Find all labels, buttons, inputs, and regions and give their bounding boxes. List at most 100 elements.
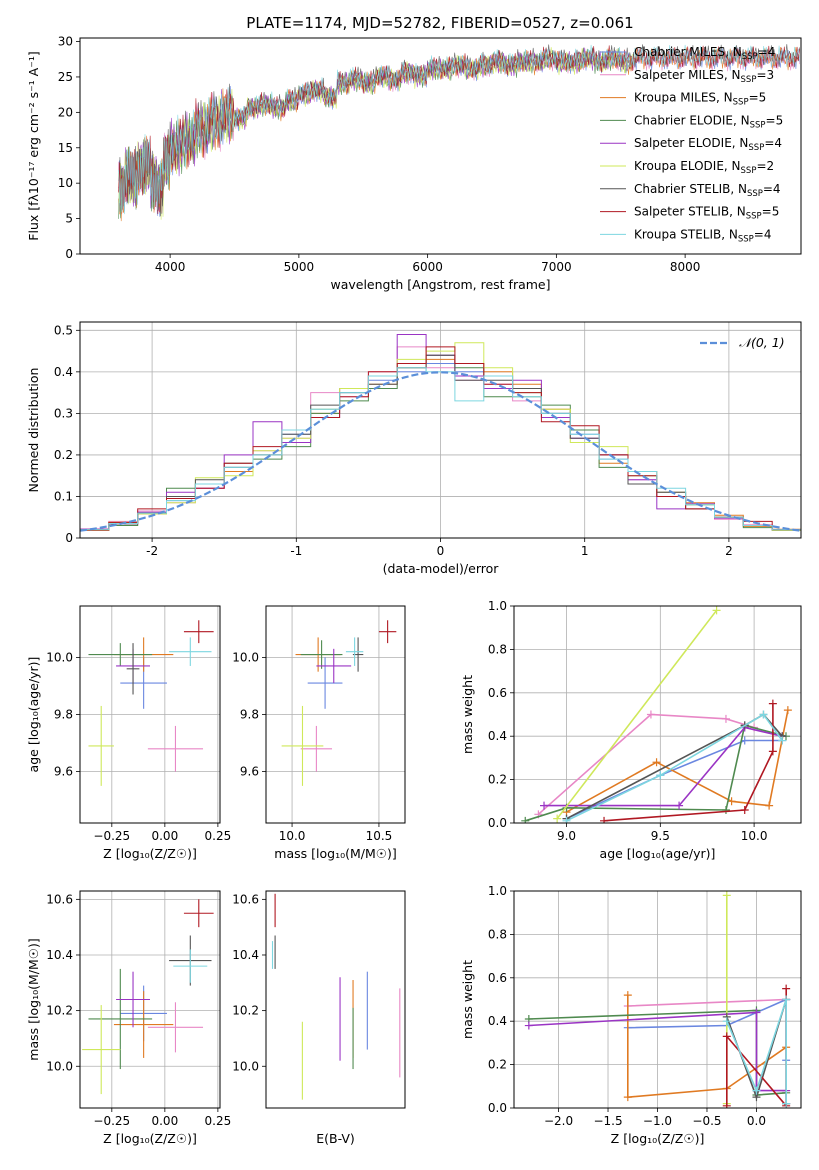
plus-marker — [722, 1032, 731, 1041]
plus-marker — [727, 797, 736, 806]
plus-marker — [782, 1099, 791, 1108]
x-tick-label: 0.00 — [151, 1114, 178, 1128]
y-axis-label: Flux [fλ10⁻¹⁷ erg cm⁻² s⁻¹ A⁻¹] — [26, 51, 41, 240]
y-tick-label: 0.4 — [488, 1014, 507, 1028]
y-tick-label: 0.0 — [488, 816, 507, 830]
x-tick-label: −0.25 — [93, 1114, 130, 1128]
y-tick-label: 10.4 — [46, 948, 73, 962]
x-axis-label: (data-model)/error — [383, 561, 500, 576]
y-tick-label: 10.0 — [232, 650, 259, 664]
plot-area — [521, 606, 792, 823]
plus-marker — [722, 1101, 731, 1108]
plus-marker — [782, 984, 791, 993]
x-axis-label: wavelength [Angstrom, rest frame] — [330, 277, 550, 292]
x-tick-label: 0.0 — [747, 1114, 766, 1128]
y-tick-label: 0.4 — [54, 365, 73, 379]
panel-massweight-vs-Z: −2.0 −1.5 −1.0 −0.5 0.0 0.0 0.2 0.4 0.6 0.8 1.0 Z [… — [460, 884, 802, 1146]
plot-frame — [79, 37, 802, 255]
histogram-step — [80, 367, 801, 538]
y-tick-label: 10.6 — [232, 892, 259, 906]
plus-marker — [768, 747, 777, 756]
plus-marker — [740, 805, 749, 814]
plus-marker — [562, 816, 571, 823]
y-tick-label: 0.2 — [488, 773, 507, 787]
plus-marker — [721, 714, 730, 723]
x-tick-label: 8000 — [670, 260, 701, 274]
y-tick-label: 25 — [58, 70, 73, 84]
y-tick-label: 0.4 — [488, 729, 507, 743]
y-tick-label: 0.2 — [54, 448, 73, 462]
y-tick-label: 0 — [65, 247, 73, 261]
x-axis-label: Z [log₁₀(Z/Z☉)] — [103, 1131, 197, 1146]
mass-weight-line — [566, 739, 783, 820]
plot-frame — [265, 605, 406, 824]
y-tick-label: 0.8 — [488, 642, 507, 656]
panel-residuals: -2 -1 0 1 2 0 0.1 0.2 0.3 0.4 0.5 (data-model)/erro… — [26, 321, 802, 576]
y-tick-label: 9.8 — [54, 708, 73, 722]
plus-marker — [524, 1021, 533, 1030]
y-tick-label: 0.2 — [488, 1058, 507, 1072]
y-axis-label: mass weight — [460, 675, 475, 754]
x-tick-label: −1.5 — [593, 1114, 622, 1128]
spectrum-line — [118, 44, 800, 215]
plot-area — [82, 899, 214, 1095]
x-tick-label: 0.25 — [205, 1114, 232, 1128]
y-tick-label: 10 — [58, 176, 73, 190]
plus-marker — [600, 816, 609, 823]
gaussian-curve — [80, 371, 801, 532]
y-tick-label: 15 — [58, 141, 73, 155]
panel-age-vs-Z: −0.25 0.00 0.25 9.6 9.8 10.0 Z [log₁₀(Z/Z☉)] ag… — [26, 605, 231, 861]
mass-weight-line — [537, 713, 755, 815]
plus-marker — [765, 801, 774, 810]
y-tick-label: 9.8 — [240, 708, 259, 722]
x-tick-label: 0 — [437, 544, 445, 558]
y-tick-label: 10.2 — [46, 1004, 73, 1018]
legend-label: Chabrier MILES, NSSP=4 — [634, 45, 775, 62]
plot-area — [524, 891, 791, 1108]
x-tick-label: 0.00 — [151, 829, 178, 843]
y-tick-label: 0 — [65, 531, 73, 545]
x-tick-label: 9.0 — [557, 829, 576, 843]
y-tick-label: 0.5 — [54, 323, 73, 337]
plus-marker — [652, 758, 661, 767]
plot-frame — [513, 605, 802, 824]
x-axis-label: mass [log₁₀(M/M☉)] — [274, 846, 396, 861]
y-tick-label: 0.6 — [488, 971, 507, 985]
plus-marker — [782, 995, 791, 1004]
plus-marker — [722, 1017, 731, 1026]
panel-spectrum: 4000 5000 6000 7000 8000 0 5 10 15 20 25 30 waveleng… — [26, 35, 802, 292]
plot-frame — [265, 890, 406, 1109]
plot-area — [281, 620, 397, 786]
x-tick-label: 1 — [581, 544, 589, 558]
panel-massweight-vs-age: 9.0 9.5 10.0 0.0 0.2 0.4 0.6 0.8 1.0 age [log₁₀(a… — [460, 599, 802, 861]
mass-weight-line — [566, 713, 783, 822]
plus-marker — [752, 1008, 761, 1017]
plus-marker — [759, 710, 768, 719]
y-tick-label: 10.0 — [46, 650, 73, 664]
x-axis-label: age [log₁₀(age/yr)] — [600, 846, 716, 861]
plot-frame — [513, 890, 802, 1109]
panel-age-vs-mass: 10.0 10.5 9.6 9.8 10.0 mass [log₁₀(M/M☉)] — [232, 605, 406, 861]
plus-marker — [553, 814, 562, 823]
y-tick-label: 1.0 — [488, 884, 507, 898]
spectrum-line — [118, 45, 800, 215]
x-tick-label: -1 — [290, 544, 302, 558]
plus-marker — [521, 816, 530, 823]
plus-marker — [768, 699, 777, 708]
y-axis-label: age [log₁₀(age/yr)] — [26, 657, 41, 773]
legend-label: Chabrier ELODIE, NSSP=5 — [634, 113, 783, 130]
plus-marker — [778, 736, 787, 745]
mass-weight-line — [544, 726, 783, 807]
y-tick-label: 10.0 — [46, 1059, 73, 1073]
plus-marker — [656, 771, 665, 780]
y-tick-label: 10.0 — [232, 1059, 259, 1073]
x-tick-label: -2 — [146, 544, 158, 558]
y-tick-label: 0.6 — [488, 686, 507, 700]
x-tick-label: 7000 — [541, 260, 572, 274]
plot-area — [271, 893, 401, 1100]
x-tick-label: 5000 — [284, 260, 315, 274]
y-tick-label: 10.2 — [232, 1004, 259, 1018]
x-tick-label: 2 — [725, 544, 733, 558]
y-axis-label: Normed distribution — [26, 368, 41, 493]
